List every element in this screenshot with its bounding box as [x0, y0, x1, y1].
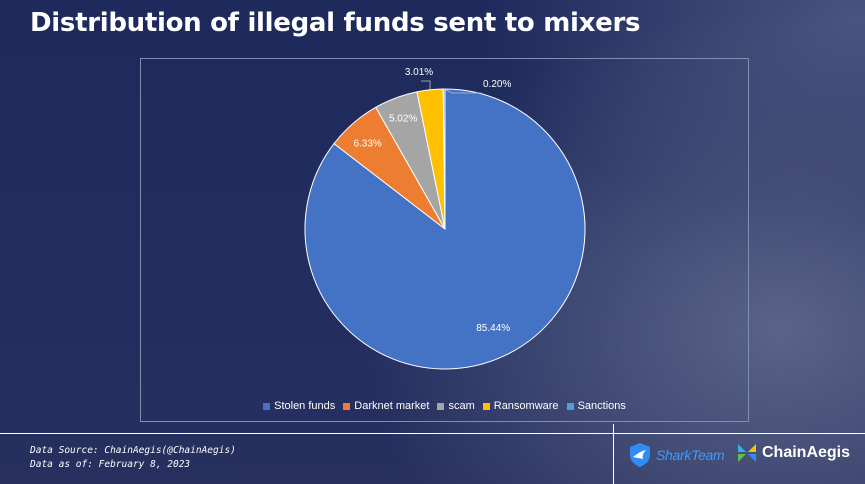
legend-swatch — [343, 402, 351, 410]
footer-vertical-divider — [613, 424, 614, 484]
data-date-text: Data as of: February 8, 2023 — [30, 459, 191, 470]
legend-item-ransomware: Ransomware — [482, 400, 559, 412]
legend-label: Stolen funds — [274, 400, 336, 412]
sharkteam-logo: SharkTeam — [628, 442, 725, 468]
legend-label: scam — [448, 400, 475, 412]
legend-item-stolen-funds: Stolen funds — [263, 400, 335, 412]
data-label-scam: 5.02% — [389, 114, 417, 125]
chart-area: 85.44% 6.33% 5.02% 3.01% 0.20% — [140, 58, 749, 422]
legend-label: Darknet market — [354, 400, 430, 412]
chainaegis-wordmark: ChainAegis — [762, 444, 851, 461]
page-title: Distribution of illegal funds sent to mi… — [30, 8, 641, 38]
chainaegis-emblem-icon — [738, 444, 756, 462]
footer-notes: Data Source: ChainAegis(@ChainAegis) Dat… — [30, 444, 236, 472]
legend-item-scam: scam — [437, 400, 475, 412]
legend-swatch — [437, 402, 445, 410]
chart-legend: Stolen funds Darknet market scam Ransomware… — [140, 400, 749, 412]
legend-item-sanctions: Sanctions — [566, 400, 626, 412]
data-label-sanctions: 0.20% — [483, 79, 511, 90]
sharkteam-wordmark: SharkTeam — [656, 447, 725, 463]
data-label-darknet-market: 6.33% — [353, 138, 381, 149]
legend-label: Ransomware — [493, 400, 559, 412]
leader-line-sanctions — [443, 88, 481, 94]
data-source-text: Data Source: ChainAegis(@ChainAegis) — [30, 445, 236, 456]
footer-divider — [0, 433, 865, 434]
legend-swatch — [482, 402, 490, 410]
shark-shield-icon — [630, 443, 650, 467]
pie-chart: 85.44% 6.33% 5.02% 3.01% 0.20% — [304, 67, 586, 370]
leader-line-ransomware — [421, 80, 431, 90]
legend-item-darknet-market: Darknet market — [343, 400, 429, 412]
data-label-stolen-funds: 85.44% — [476, 323, 510, 334]
legend-swatch — [263, 402, 271, 410]
legend-label: Sanctions — [577, 400, 626, 412]
legend-swatch — [566, 402, 574, 410]
chainaegis-logo: ChainAegis — [736, 442, 850, 464]
data-label-ransomware: 3.01% — [405, 67, 433, 78]
